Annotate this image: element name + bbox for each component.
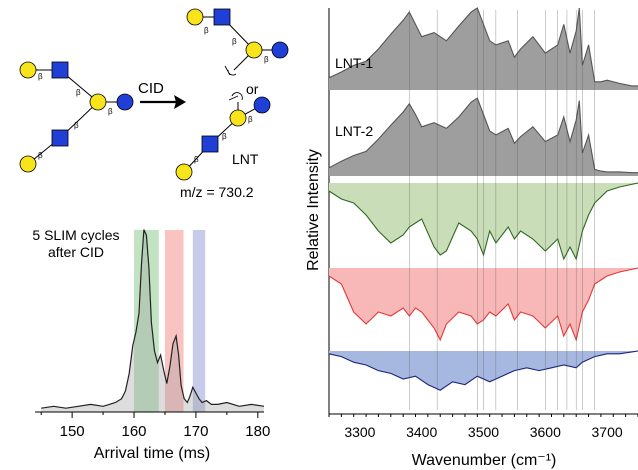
beta-label: β bbox=[76, 88, 81, 97]
x-tick-label: 3300 bbox=[344, 424, 375, 440]
y-axis-label: Relative Intensity bbox=[305, 149, 322, 271]
series-label-lnt1: LNT-1 bbox=[335, 55, 373, 71]
ir-spectra-chart: 3300 3400 3500 3600 3700 LNT-1 LNT-2 Relativ… bbox=[305, 7, 638, 469]
glucose-icon bbox=[253, 96, 271, 114]
highlight-band-2 bbox=[192, 230, 206, 412]
reference-lines bbox=[409, 10, 595, 410]
galactose-icon bbox=[175, 163, 193, 181]
beta-label: β bbox=[264, 55, 269, 64]
beta-label: β bbox=[194, 155, 199, 164]
annotation-line-1: 5 SLIM cycles bbox=[32, 227, 119, 243]
glcnac-icon bbox=[51, 129, 69, 147]
spectrum-line-1 bbox=[328, 97, 638, 174]
galactose-icon bbox=[19, 155, 37, 173]
arrival-trace bbox=[41, 229, 265, 412]
beta-label: β bbox=[38, 72, 43, 81]
x-axis-label: Wavenumber (cm⁻¹) bbox=[412, 452, 557, 469]
glucose-icon bbox=[271, 41, 289, 59]
arrow-icon bbox=[174, 95, 186, 109]
x-axis-ticks: 3300 3400 3500 3600 3700 bbox=[328, 414, 638, 440]
x-tick-label: 170 bbox=[183, 423, 208, 440]
beta-label: β bbox=[38, 151, 43, 160]
lnt-label: LNT bbox=[232, 151, 259, 167]
beta-label: β bbox=[232, 37, 237, 46]
glucose-icon bbox=[116, 93, 134, 111]
series-label-lnt2: LNT-2 bbox=[335, 123, 373, 139]
x-axis-ticks: 150 160 170 180 bbox=[40, 412, 270, 440]
x-tick-label: 3600 bbox=[530, 424, 561, 440]
mz-label: m/z = 730.2 bbox=[180, 184, 254, 200]
x-tick-label: 180 bbox=[245, 423, 270, 440]
beta-label: β bbox=[222, 132, 227, 141]
annotation-line-2: after CID bbox=[48, 244, 104, 260]
arrival-time-chart: 150 160 170 180 5 SLIM cycles after CID Arr… bbox=[32, 227, 270, 462]
x-axis-label: Arrival time (ms) bbox=[94, 445, 210, 462]
arrival-line-0 bbox=[41, 229, 265, 409]
spectrum-line-3 bbox=[328, 267, 638, 342]
x-tick-label: 3400 bbox=[406, 424, 437, 440]
spectrum-line-0 bbox=[328, 7, 638, 87]
glycan-diagram: β β β β β CID β β β or β β β bbox=[19, 8, 289, 200]
glcnac-icon bbox=[201, 135, 219, 153]
or-label: or bbox=[246, 81, 259, 97]
galactose-icon bbox=[186, 8, 204, 26]
beta-label: β bbox=[74, 121, 79, 130]
beta-label: β bbox=[248, 115, 253, 124]
glcnac-icon bbox=[51, 61, 69, 79]
arrival-area-0 bbox=[41, 229, 264, 412]
galactose-icon bbox=[89, 93, 107, 111]
cid-label: CID bbox=[138, 80, 164, 97]
galactose-icon bbox=[245, 41, 263, 59]
galactose-icon bbox=[19, 61, 37, 79]
beta-label: β bbox=[108, 107, 113, 116]
spectrum-line-4 bbox=[328, 350, 638, 391]
x-tick-label: 3700 bbox=[592, 424, 623, 440]
galactose-icon bbox=[229, 109, 247, 127]
glcnac-icon bbox=[213, 8, 231, 26]
x-tick-label: 150 bbox=[60, 423, 85, 440]
x-tick-label: 3500 bbox=[468, 424, 499, 440]
x-tick-label: 160 bbox=[122, 423, 147, 440]
spectrum-line-2 bbox=[328, 182, 638, 261]
beta-label: β bbox=[204, 26, 209, 35]
